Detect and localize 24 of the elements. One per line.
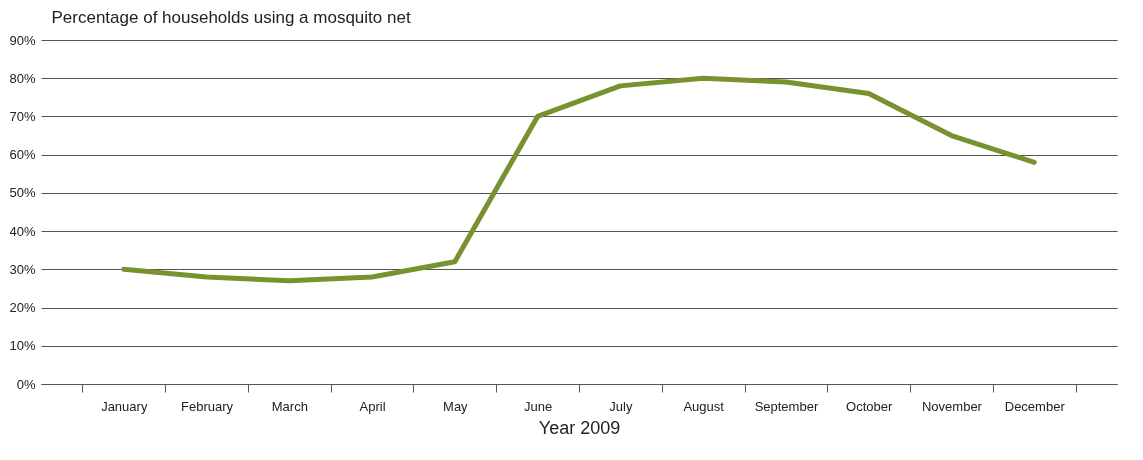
x-tick-label: July	[609, 398, 633, 414]
x-tick-label: December	[1004, 398, 1066, 414]
x-tick-label: August	[683, 398, 725, 414]
y-tick-label: 90%	[9, 32, 36, 48]
x-tick-label: March	[271, 398, 308, 414]
y-tick-label: 10%	[9, 338, 36, 354]
y-tick-label: 50%	[9, 185, 36, 201]
y-tick-label: 40%	[9, 223, 36, 239]
x-axis-title: Year 2009	[538, 417, 621, 438]
x-tick-label: April	[359, 398, 386, 414]
y-tick-label: 20%	[9, 300, 36, 316]
y-tick-label: 30%	[9, 261, 36, 277]
y-tick-label: 60%	[9, 147, 36, 163]
y-tick-label: 80%	[9, 70, 36, 86]
x-tick-label: November	[921, 398, 983, 414]
x-tick-label: February	[181, 398, 234, 414]
x-tick-label: May	[443, 398, 469, 414]
y-axis-title: Percentage of households using a mosquito net	[51, 7, 411, 27]
y-tick-label: 70%	[9, 108, 36, 124]
x-tick-label: October	[846, 398, 893, 414]
x-tick-label: September	[754, 398, 819, 414]
x-tick-label: January	[101, 398, 148, 414]
y-tick-label: 0%	[16, 376, 36, 392]
x-tick-label: June	[524, 398, 553, 414]
